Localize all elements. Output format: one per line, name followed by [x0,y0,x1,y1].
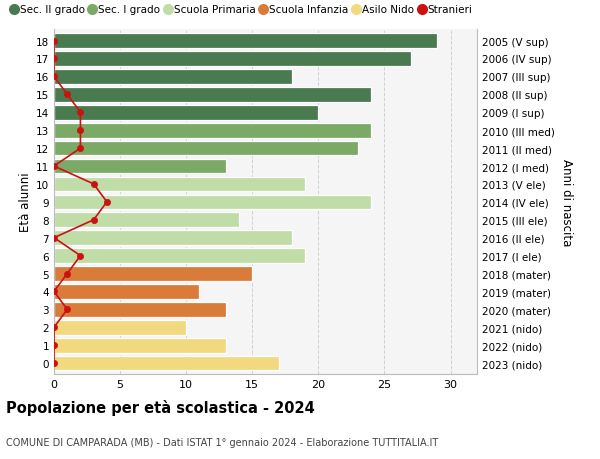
Y-axis label: Età alunni: Età alunni [19,172,32,232]
Legend: Sec. II grado, Sec. I grado, Scuola Primaria, Scuola Infanzia, Asilo Nido, Stran: Sec. II grado, Sec. I grado, Scuola Prim… [11,5,472,15]
Text: Popolazione per età scolastica - 2024: Popolazione per età scolastica - 2024 [6,399,315,415]
Bar [54,52,411,67]
Bar [54,123,371,138]
Bar [54,106,319,120]
Bar [54,285,199,299]
Bar [54,70,292,84]
Bar [54,302,226,317]
Y-axis label: Anni di nascita: Anni di nascita [560,158,573,246]
Bar [54,88,371,102]
Bar [54,231,292,246]
Bar [54,177,305,192]
Bar [54,34,437,49]
Bar [54,267,252,281]
Text: COMUNE DI CAMPARADA (MB) - Dati ISTAT 1° gennaio 2024 - Elaborazione TUTTITALIA.: COMUNE DI CAMPARADA (MB) - Dati ISTAT 1°… [6,437,438,448]
Bar [54,356,279,371]
Bar [54,213,239,228]
Bar [54,195,371,210]
Bar [54,159,226,174]
Bar [54,320,186,335]
Bar [54,249,305,263]
Bar [54,338,226,353]
Bar [54,141,358,156]
